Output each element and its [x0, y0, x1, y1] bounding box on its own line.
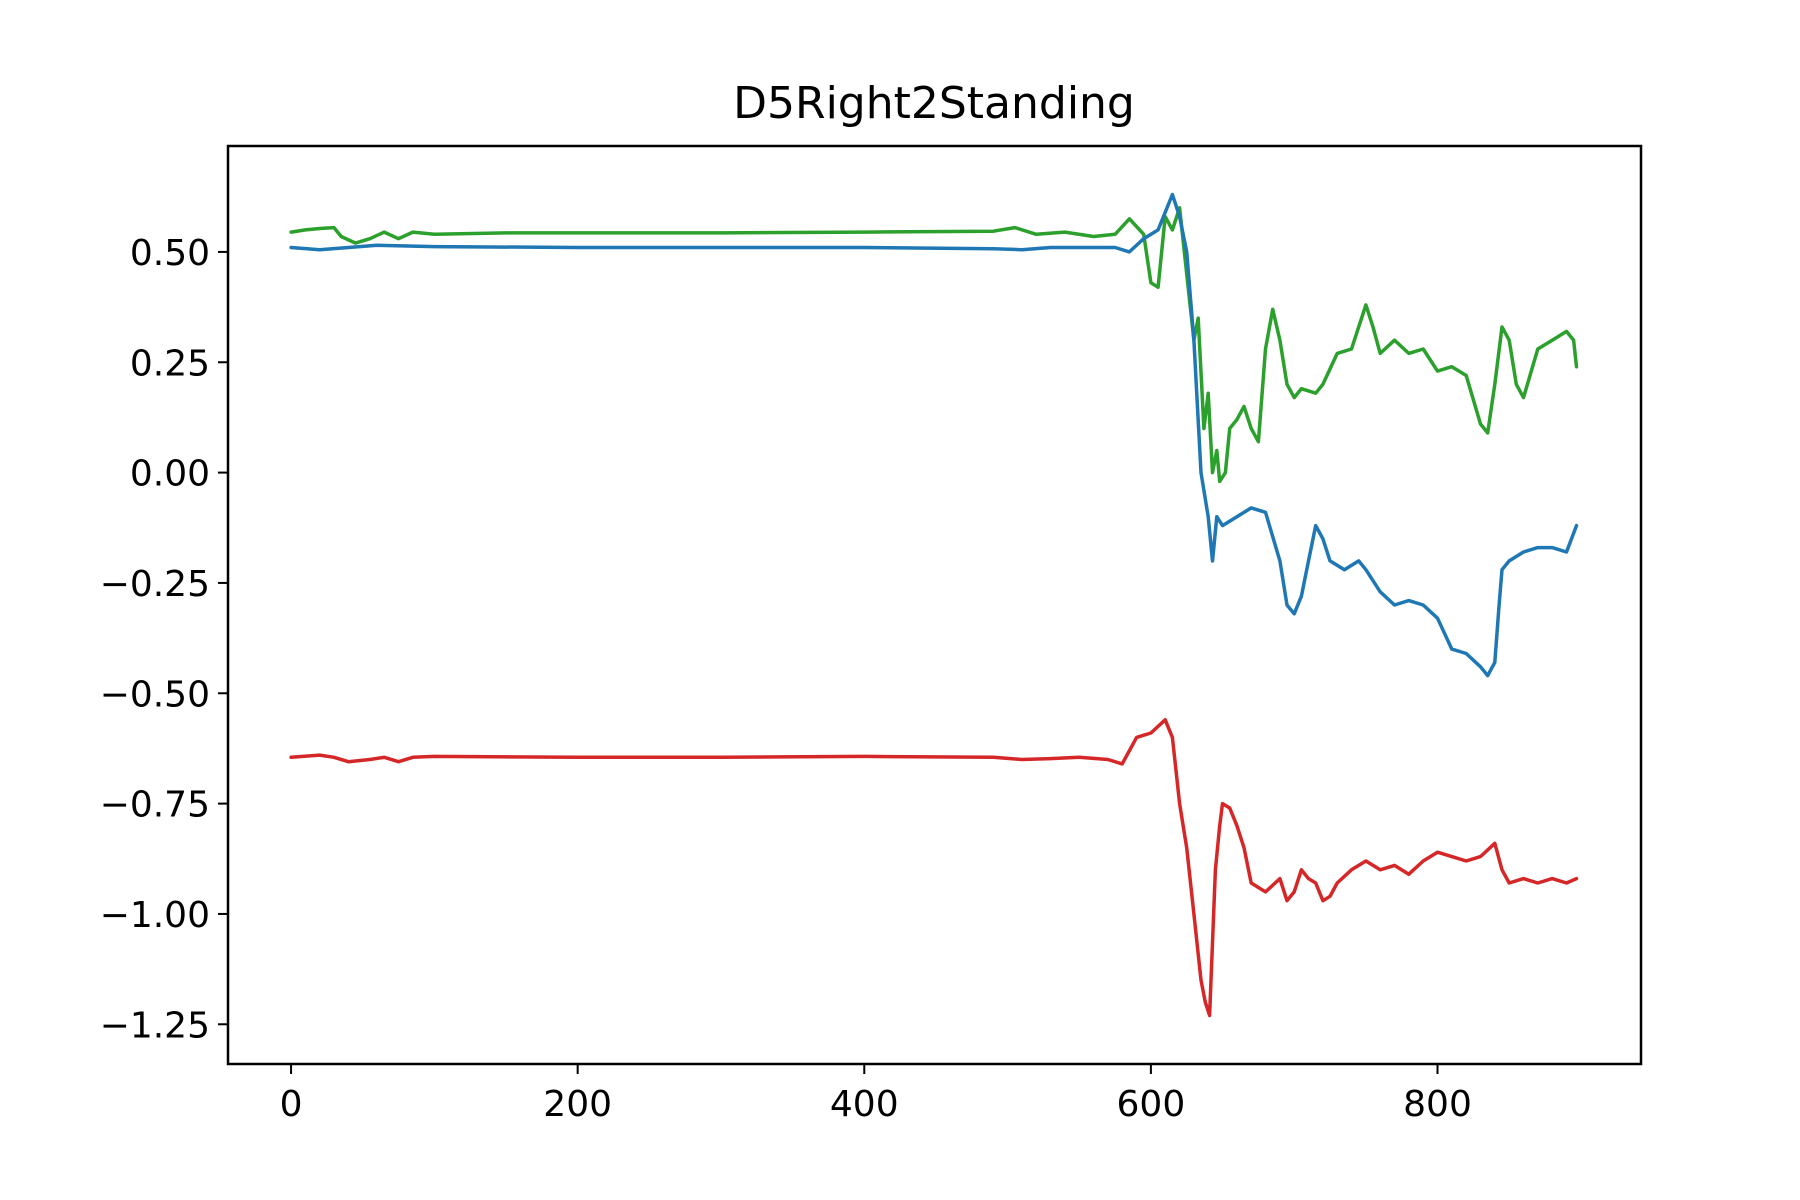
y-tick-label: −1.00: [100, 895, 210, 936]
chart-title: D5Right2Standing: [733, 78, 1135, 129]
y-tick-label: −0.50: [100, 674, 210, 715]
y-tick-label: 0.00: [130, 454, 210, 495]
x-axis: 0 200 400 600 800: [280, 1064, 1472, 1125]
x-tick-label: 800: [1403, 1084, 1472, 1125]
series-line-2: [289, 192, 1579, 678]
series-line-3: [289, 718, 1579, 1018]
x-tick-label: 600: [1117, 1084, 1186, 1125]
y-tick-label: −1.25: [100, 1005, 210, 1046]
y-tick-label: 0.25: [130, 343, 210, 384]
y-axis: 0.50 0.25 0.00 −0.25 −0.50 −0.75 −1.00 −1.25: [100, 233, 228, 1046]
axes-frame: [226, 144, 1643, 1066]
y-tick-label: 0.50: [130, 233, 210, 274]
y-tick-label: −0.25: [100, 564, 210, 605]
x-tick-label: 400: [830, 1084, 899, 1125]
y-tick-label: −0.75: [100, 785, 210, 826]
series-line-1: [289, 206, 1579, 484]
x-tick-label: 200: [543, 1084, 612, 1125]
x-tick-label: 0: [280, 1084, 303, 1125]
series-layer: [289, 192, 1579, 1018]
